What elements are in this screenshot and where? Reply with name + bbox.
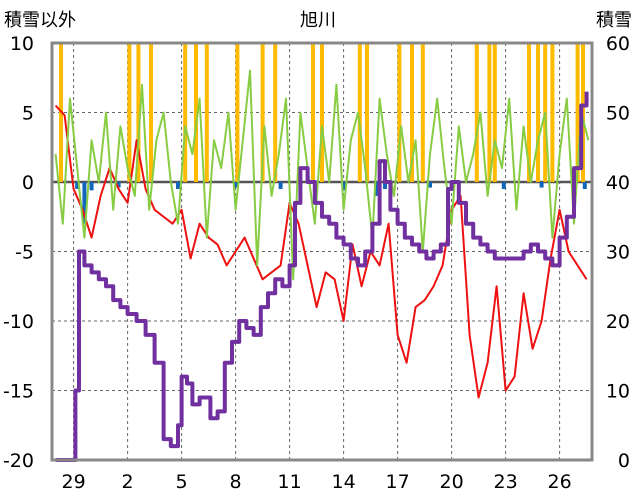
precip-bar-4 — [176, 182, 180, 189]
right-tick-label-1: 50 — [606, 103, 630, 125]
plot-frame — [50, 41, 594, 462]
series-layer — [54, 69, 590, 462]
sunshine-bar-8 — [260, 43, 265, 182]
x-tick-label-1: 2 — [122, 471, 134, 493]
sunshine-bar-9 — [273, 43, 278, 182]
sunshine-bar-11 — [320, 43, 324, 182]
wind-line — [54, 69, 590, 281]
right-tick-label-0: 60 — [606, 33, 630, 55]
left-tick-label-5: -15 — [3, 381, 34, 403]
x-tick-label-8: 23 — [494, 471, 518, 493]
left-tick-label-1: 5 — [22, 103, 34, 125]
x-tick-label-3: 8 — [230, 471, 242, 493]
precip-bar-8 — [374, 182, 378, 196]
left-axis-label: 積雪以外 — [4, 10, 76, 31]
precip-bar-7 — [341, 182, 346, 191]
precip-bar-5 — [233, 182, 238, 188]
temperature-line — [54, 104, 588, 399]
precip-bar-1 — [82, 182, 87, 224]
sunshine-bar-15 — [410, 43, 414, 182]
precip-bar-2 — [89, 182, 94, 191]
sunshine-bar-14 — [397, 43, 402, 182]
x-tick-label-5: 14 — [332, 471, 356, 493]
left-tick-label-4: -10 — [3, 311, 34, 333]
sunshine-bar-18 — [487, 43, 492, 182]
left-tick-label-0: 10 — [10, 33, 34, 55]
sunshine-bar-4 — [183, 43, 188, 182]
sunshine-bar-6 — [204, 43, 209, 182]
precip-bar-6 — [278, 182, 283, 189]
x-tick-label-9: 26 — [548, 471, 572, 493]
sunshine-bar-21 — [536, 43, 540, 182]
right-tick-label-5: 10 — [606, 381, 630, 403]
left-tick-label-6: -20 — [3, 450, 34, 472]
snow_depth-line — [55, 91, 589, 462]
precip-bar-12 — [539, 182, 544, 188]
sunshine-bar-5 — [194, 43, 198, 182]
precip-bar-13 — [582, 182, 587, 189]
right-tick-label-4: 20 — [606, 311, 630, 333]
left-tick-label-2: 0 — [22, 172, 34, 194]
x-tick-label-2: 5 — [176, 471, 188, 493]
left-tick-label-3: -5 — [15, 242, 34, 264]
right-tick-label-2: 40 — [606, 172, 630, 194]
x-tick-label-0: 29 — [62, 471, 86, 493]
sunshine-bar-17 — [474, 43, 479, 182]
sunshine-bar-24 — [575, 43, 580, 182]
sunshine-bar-3 — [149, 43, 153, 182]
x-tick-label-7: 20 — [440, 471, 464, 493]
precip-bar-11 — [501, 182, 506, 189]
right-tick-label-6: 0 — [618, 450, 630, 472]
right-tick-label-3: 30 — [606, 242, 630, 264]
chart-title: 旭川 — [300, 10, 336, 31]
sunshine-bar-20 — [527, 43, 531, 182]
sunshine-bar-10 — [311, 43, 315, 182]
sunshine-bar-2 — [136, 43, 141, 182]
sunshine-bar-13 — [365, 43, 369, 182]
sunshine-bar-1 — [127, 43, 132, 182]
precip-bar-3 — [116, 182, 121, 188]
right-axis-label: 積雪 — [596, 10, 632, 31]
precip-bar-0 — [75, 182, 80, 189]
sunshine-bar-12 — [357, 43, 362, 182]
precip-bar-9 — [383, 182, 387, 189]
sunshine-bar-16 — [420, 43, 425, 182]
x-tick-label-6: 17 — [386, 471, 410, 493]
sunshine-bar-19 — [492, 43, 497, 182]
x-tick-label-4: 11 — [278, 471, 302, 493]
precip-bar-10 — [428, 182, 432, 188]
bar-layer — [59, 43, 587, 224]
sunshine-bar-7 — [235, 43, 240, 182]
sunshine-bar-23 — [550, 43, 555, 182]
